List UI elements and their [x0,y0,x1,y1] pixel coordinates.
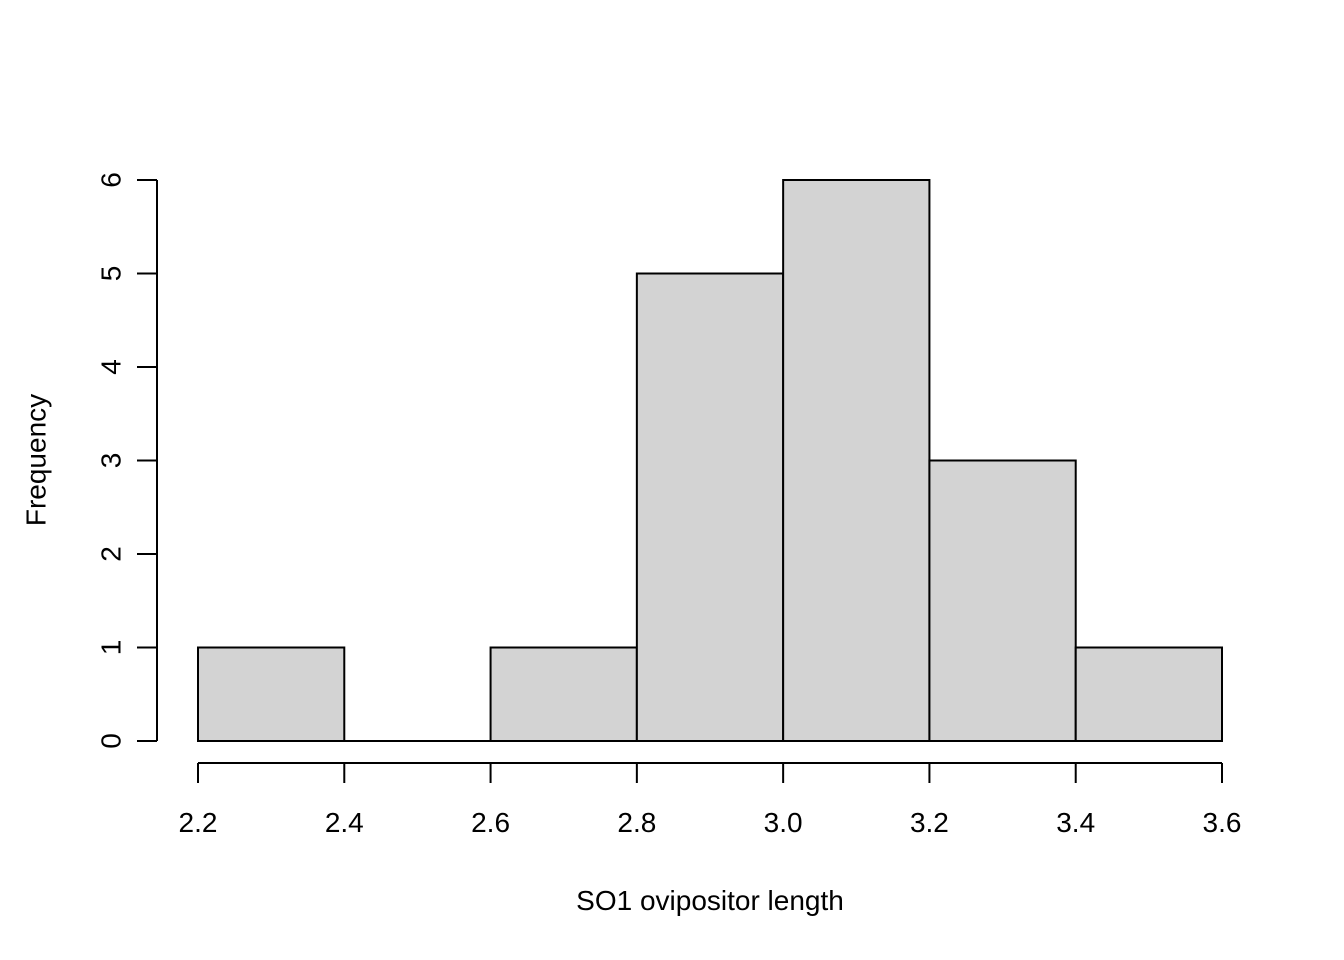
y-axis-ticks: 0 1 2 3 4 5 6 [96,172,157,749]
x-tick-label: 3.6 [1203,807,1242,838]
histogram-bar [1074,646,1223,742]
histogram-bar [635,272,785,742]
bars-group [197,179,1223,742]
y-axis-title: Frequency [21,394,52,526]
y-tick-label: 0 [96,733,127,749]
x-tick-label: 3.2 [910,807,949,838]
y-tick-label: 4 [96,359,127,375]
x-tick-label: 2.8 [617,807,656,838]
histogram-bar [928,459,1077,742]
x-axis-ticks: 2.2 2.4 2.6 2.8 3.0 3.2 3.4 3.6 [179,763,1242,838]
y-tick-label: 2 [96,546,127,562]
x-tick-label: 2.4 [325,807,364,838]
x-tick-label: 3.0 [764,807,803,838]
histogram-bar [782,179,931,742]
y-tick-label: 3 [96,453,127,469]
y-tick-label: 1 [96,640,127,656]
y-tick-label: 6 [96,172,127,188]
y-tick-label: 5 [96,266,127,282]
x-tick-label: 3.4 [1056,807,1095,838]
histogram-bar [489,646,638,742]
x-tick-label: 2.6 [471,807,510,838]
x-tick-label: 2.2 [179,807,218,838]
histogram-bar [197,646,346,742]
x-axis-title: SO1 ovipositor length [576,885,844,916]
